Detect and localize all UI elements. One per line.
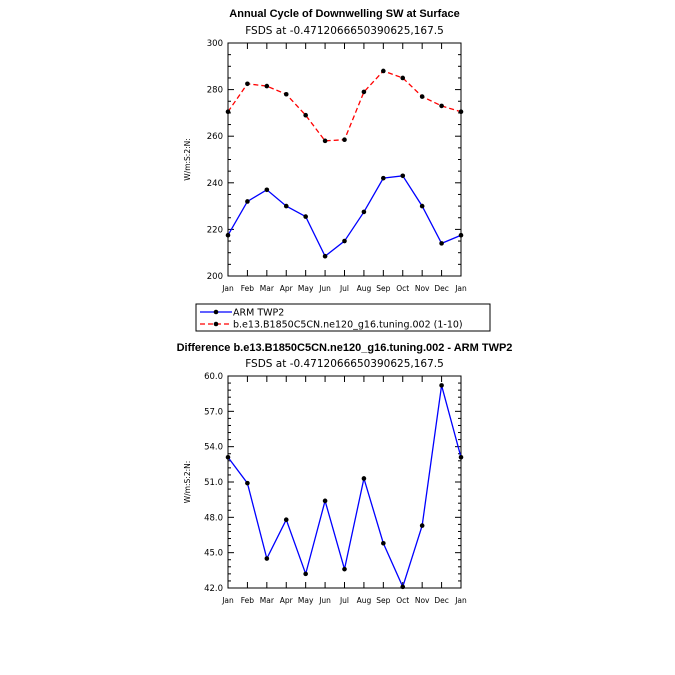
chart-0-series-1-point: [342, 137, 347, 142]
chart-0-series-1-point: [458, 109, 464, 115]
chart-0-series-0-point: [439, 241, 444, 246]
chart-0-series-1-point: [245, 81, 250, 87]
chart-1-ytick-label: 54.0: [204, 443, 223, 453]
chart-0-series-1-point: [400, 75, 406, 81]
chart-0-series-0-point: [225, 232, 231, 238]
chart-1-title: Difference b.e13.B1850C5CN.ne120_g16.tun…: [177, 342, 513, 354]
chart-1-series-0-point: [419, 523, 425, 528]
chart-0-xtick-label: Sep: [376, 284, 390, 293]
chart-0-series-0-point: [400, 173, 406, 179]
chart-0-series-1-point: [303, 112, 308, 118]
chart-0-series-1-point: [225, 109, 231, 115]
chart-1-xtick-label: Jan: [221, 596, 234, 605]
chart-1-series-0-point: [225, 454, 231, 460]
chart-1-xtick-label: Oct: [396, 596, 409, 605]
chart-1-series-0-point: [303, 571, 308, 577]
legend-marker-0: [213, 309, 219, 315]
chart-0-xtick-label: Dec: [434, 284, 449, 293]
chart-0-series-0-point: [342, 238, 347, 244]
chart-0-series-1-point: [264, 83, 270, 89]
chart-1-xtick-label: Nov: [415, 596, 430, 605]
chart-0-ylabel: W/m:S:2:N:: [183, 138, 192, 181]
chart-0-xtick-label: Jul: [339, 284, 349, 293]
chart-1-series-0-point: [342, 566, 347, 572]
chart-0-xtick-label: Jan: [454, 284, 467, 293]
chart-0-series-1-point: [439, 103, 444, 109]
chart-0-ytick-label: 240: [207, 179, 223, 189]
chart-0-series-0-point: [303, 214, 308, 219]
chart-1-series-0-point: [439, 383, 444, 388]
chart-0-xtick-label: May: [298, 284, 314, 293]
chart-1-series-0-point: [381, 540, 386, 546]
chart-0-ytick-label: 300: [207, 39, 223, 49]
chart-1-xtick-label: Aug: [357, 596, 372, 605]
chart-1-ytick-label: 48.0: [204, 513, 223, 523]
chart-1-xtick-label: Feb: [241, 596, 255, 605]
chart-1-series-0-point: [458, 454, 464, 460]
legend-label-1: b.e13.B1850C5CN.ne120_g16.tuning.002 (1-…: [233, 320, 463, 331]
chart-0-series-1-point: [361, 89, 367, 95]
chart-1-xtick-label: Jun: [318, 596, 331, 605]
chart-0-xtick-label: Aug: [357, 284, 372, 293]
chart-0-series-0-point: [361, 209, 367, 215]
chart-0-series-0-point: [381, 175, 386, 181]
legend-marker-1: [213, 321, 219, 327]
legend-box: [195, 303, 491, 332]
chart-0-series-1-point: [419, 94, 425, 99]
legend-label-0: ARM TWP2: [233, 308, 284, 319]
chart-0-series-1-point: [381, 68, 386, 74]
chart-1-ytick-label: 51.0: [204, 478, 223, 488]
chart-0-series-0-point: [458, 232, 464, 238]
chart-1-series-0-point: [283, 517, 289, 522]
chart-0-series-1-point: [322, 138, 328, 144]
chart-0-ytick-label: 200: [207, 272, 223, 282]
chart-1-xtick-label: Sep: [376, 596, 390, 605]
chart-1-xtick-label: Apr: [280, 596, 294, 605]
chart-0-subtitle: FSDS at -0.4712066650390625,167.5: [245, 25, 444, 37]
chart-1-series-0-line: [227, 385, 462, 589]
chart-1-series-0-point: [400, 584, 406, 590]
chart-0-xtick-label: Apr: [280, 284, 294, 293]
chart-1-ytick-label: 45.0: [204, 549, 223, 559]
chart-1-xtick-label: Jul: [339, 596, 349, 605]
chart-0-title: Annual Cycle of Downwelling SW at Surfac…: [229, 8, 459, 20]
chart-1-ytick-label: 42.0: [204, 584, 223, 594]
chart-1-series-0-point: [361, 476, 367, 481]
chart-0-xtick-label: Nov: [415, 284, 430, 293]
chart-1-xtick-label: Jan: [454, 596, 467, 605]
chart-0-series-1-line: [227, 70, 462, 142]
chart-1-series-0-point: [245, 480, 250, 486]
chart-1-series-0-point: [264, 556, 270, 561]
chart-0-series-0-point: [283, 203, 289, 209]
chart-0-series-0-point: [245, 199, 250, 204]
chart-0-xtick-label: Jun: [318, 284, 331, 293]
chart-0-series-1-point: [283, 91, 289, 97]
chart-0-ytick-label: 280: [207, 86, 223, 96]
chart-1-ytick-label: 57.0: [204, 407, 223, 417]
chart-0-xtick-label: Oct: [396, 284, 409, 293]
chart-0-series-0-line: [227, 175, 462, 258]
chart-1-subtitle: FSDS at -0.4712066650390625,167.5: [245, 358, 444, 370]
chart-0-xtick-label: Mar: [260, 284, 275, 293]
chart-1-xtick-label: Dec: [434, 596, 449, 605]
chart-0-ytick-label: 220: [207, 225, 223, 235]
chart-0-series-0-point: [264, 187, 270, 193]
chart-0-xtick-label: Jan: [221, 284, 234, 293]
chart-0-series-0-point: [419, 203, 425, 209]
chart-0-series-0-point: [322, 253, 328, 259]
chart-1-xtick-label: Mar: [260, 596, 275, 605]
chart-1-xtick-label: May: [298, 596, 314, 605]
chart-1-ylabel: W/m:S:2:N:: [183, 461, 192, 504]
chart-0-xtick-label: Feb: [241, 284, 255, 293]
chart-1-frame: [227, 375, 462, 589]
chart-1-ytick-label: 60.0: [204, 372, 223, 382]
chart-1-series-0-point: [322, 498, 328, 504]
chart-0-ytick-label: 260: [207, 132, 223, 142]
